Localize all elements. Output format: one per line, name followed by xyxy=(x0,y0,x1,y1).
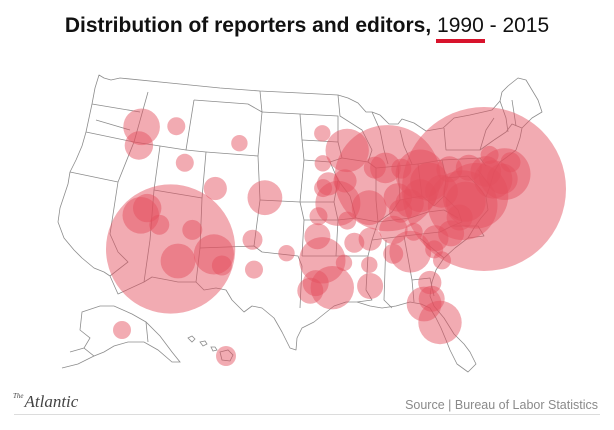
bubble-syracuse xyxy=(455,154,482,181)
bubble-honolulu xyxy=(216,346,236,366)
source-credit: Source | Bureau of Labor Statistics xyxy=(405,398,598,412)
bubble-charleston xyxy=(433,251,451,270)
bubble-philadelphia xyxy=(442,163,509,229)
bubble-sacramento xyxy=(133,193,162,223)
year-1990-toggle[interactable]: 1990 xyxy=(437,14,484,37)
bubble-phoenix xyxy=(193,234,234,275)
bubble-seattle xyxy=(123,108,160,146)
alaska-inset xyxy=(61,305,181,369)
bubble-san-antonio xyxy=(297,277,324,304)
logo-name: Atlantic xyxy=(24,392,79,411)
state-borders xyxy=(57,74,543,373)
bubble-austin xyxy=(302,270,329,297)
bubble-portland xyxy=(124,131,154,160)
bubble-denver xyxy=(247,180,283,216)
bubble-memphis xyxy=(358,227,382,251)
bubble-new-york xyxy=(402,107,566,271)
bubble-lincoln xyxy=(314,179,333,198)
bubble-milwaukee xyxy=(370,152,401,184)
bubble-spokane xyxy=(167,117,186,136)
bubble-tucson xyxy=(211,255,232,276)
bubble-jacksonville xyxy=(418,270,442,295)
bubble-oklahoma-city xyxy=(304,223,331,250)
bubble-kansas-city xyxy=(315,180,361,226)
bubble-detroit xyxy=(395,149,445,199)
bubble-boston xyxy=(478,148,531,201)
bubble-des-moines xyxy=(333,169,357,193)
footer-divider xyxy=(14,414,600,415)
bubble-jackson xyxy=(361,256,378,273)
bubble-chicago xyxy=(334,125,441,232)
bubble-shreveport xyxy=(335,254,353,271)
chart-title: Distribution of reporters and editors, 1… xyxy=(0,14,614,38)
bubble-albuquerque xyxy=(242,229,263,250)
bubble-las-vegas xyxy=(182,219,203,240)
year-2015-toggle[interactable]: 2015 xyxy=(502,14,550,37)
bubble-billings xyxy=(231,135,248,152)
bubble-grand-rapids xyxy=(391,158,412,179)
atlantic-logo: TheAtlantic xyxy=(13,392,78,412)
bubble-little-rock xyxy=(344,232,365,253)
bubble-raleigh xyxy=(438,220,465,247)
hawaii-inset xyxy=(187,335,234,362)
bubble-salt-lake-city xyxy=(203,176,227,201)
bubble-nashville xyxy=(379,215,408,245)
title-text: Distribution of reporters and editors, xyxy=(64,14,432,37)
bubble-orlando xyxy=(418,285,445,312)
bubble-dallas xyxy=(299,237,346,284)
bubble-san-francisco xyxy=(122,197,160,234)
bubble-miami xyxy=(418,300,462,345)
bubble-minneapolis xyxy=(325,128,369,173)
bubble-baltimore xyxy=(445,181,486,222)
bubble-san-diego xyxy=(160,243,196,279)
bubble-cincinnati xyxy=(395,189,424,218)
bubble-tampa xyxy=(406,286,442,322)
bubble-new-orleans xyxy=(357,273,384,299)
bubble-birmingham xyxy=(383,243,404,264)
bubble-albany xyxy=(470,156,502,187)
bubble-hartford xyxy=(474,160,513,199)
bubble-columbus xyxy=(403,179,437,213)
bubble-fresno xyxy=(149,214,170,235)
bubble-los-angeles xyxy=(106,184,236,314)
year-separator: - xyxy=(483,14,503,37)
bubble-boise xyxy=(175,153,194,172)
bubble-anchorage xyxy=(113,321,131,339)
bubble-washington-dc xyxy=(427,170,498,240)
bubble-layer xyxy=(106,107,566,366)
bubble-charlotte xyxy=(422,225,449,252)
bubble-madison xyxy=(363,156,386,179)
bubble-knoxville xyxy=(404,222,423,241)
bubble-cleveland xyxy=(410,162,449,201)
bubble-houston xyxy=(310,266,354,310)
bubble-springfield xyxy=(338,211,357,230)
bubble-providence xyxy=(487,163,518,195)
bubble-indianapolis xyxy=(383,183,412,212)
bubble-st-louis xyxy=(351,190,387,226)
bubble-lubbock xyxy=(278,245,295,262)
bubble-wichita xyxy=(309,207,328,226)
bubble-atlanta xyxy=(389,230,432,273)
bubble-richmond xyxy=(446,204,473,231)
bubble-louisville xyxy=(389,199,413,223)
bubble-columbia xyxy=(425,240,444,259)
bubble-el-paso xyxy=(245,260,263,279)
bubble-buffalo xyxy=(436,156,463,183)
bubble-pittsburgh xyxy=(425,174,458,208)
bubble-portland-me xyxy=(500,152,521,173)
bubble-sioux-falls xyxy=(314,155,331,172)
logo-the: The xyxy=(13,392,24,400)
bubble-omaha xyxy=(316,172,340,196)
bubble-burlington xyxy=(480,145,499,164)
bubble-fargo xyxy=(314,125,331,142)
